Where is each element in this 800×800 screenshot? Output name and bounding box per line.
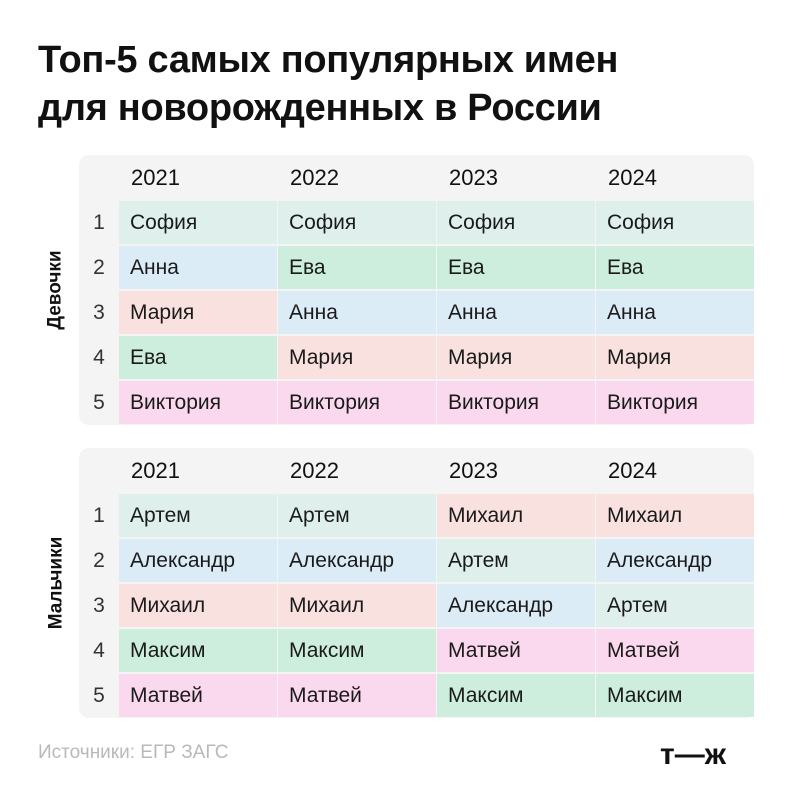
page-title: Топ-5 самых популярных имен для новорожд… xyxy=(38,36,778,132)
boys-name-cell: Матвей xyxy=(596,629,754,672)
boys-name-cell: Александр xyxy=(596,539,754,582)
boys-label-text: Мальчики xyxy=(45,536,67,630)
girls-name-cell: Мария xyxy=(596,336,754,379)
boys-section-label: Мальчики xyxy=(36,448,76,718)
boys-name-cell: Матвей xyxy=(437,629,595,672)
boys-name-cell: Максим xyxy=(278,629,436,672)
boys-name-cell: Максим xyxy=(596,674,754,717)
boys-name-cell: Матвей xyxy=(278,674,436,717)
boys-name-cell: Александр xyxy=(278,539,436,582)
girls-name-cell: Анна xyxy=(278,291,436,334)
girls-section-label: Девочки xyxy=(36,155,76,425)
girls-name-cell: Мария xyxy=(119,291,277,334)
boys-name-cell: Михаил xyxy=(278,584,436,627)
girls-name-cell: Ева xyxy=(278,246,436,289)
girls-name-cell: Ева xyxy=(119,336,277,379)
boys-name-cell: Максим xyxy=(437,674,595,717)
boys-year-header-1: 2022 xyxy=(290,458,339,483)
girls-name-cell: Мария xyxy=(437,336,595,379)
girls-table: 2021 2022 2023 2024 1 2 3 4 5 София София София Софи… xyxy=(79,155,754,425)
girls-rank-0: 1 xyxy=(93,211,105,234)
boys-year-header-3: 2024 xyxy=(608,458,657,483)
boys-rank-4: 5 xyxy=(93,684,105,707)
girls-rank-3: 4 xyxy=(93,346,105,369)
girls-name-cell: София xyxy=(596,201,754,244)
brand-logo: т—ж xyxy=(660,738,726,771)
girls-year-header-1: 2022 xyxy=(290,165,339,190)
boys-rank-3: 4 xyxy=(93,639,105,662)
source-note: Источники: ЕГР ЗАГС xyxy=(38,742,229,763)
boys-name-cell: Михаил xyxy=(119,584,277,627)
girls-name-cell: Виктория xyxy=(119,381,277,424)
title-line-2: для новорожденных в России xyxy=(38,87,602,129)
boys-name-cell: Максим xyxy=(119,629,277,672)
boys-name-cell: Александр xyxy=(437,584,595,627)
girls-table-grid: 2021 2022 2023 2024 1 2 3 4 5 София София София Софи… xyxy=(79,155,754,425)
girls-year-header-2: 2023 xyxy=(449,165,498,190)
girls-rank-2: 3 xyxy=(93,301,105,324)
girls-name-cell: Анна xyxy=(437,291,595,334)
title-line-1: Топ-5 самых популярных имен xyxy=(38,39,619,81)
girls-name-cell: Анна xyxy=(119,246,277,289)
girls-rank-4: 5 xyxy=(93,391,105,414)
boys-name-cell: Михаил xyxy=(596,494,754,537)
boys-rank-1: 2 xyxy=(93,549,105,572)
boys-name-cell: Матвей xyxy=(119,674,277,717)
girls-name-cell: София xyxy=(278,201,436,244)
boys-rank-2: 3 xyxy=(93,594,105,617)
girls-name-cell: София xyxy=(119,201,277,244)
boys-name-cell: Артем xyxy=(596,584,754,627)
boys-name-cell: Артем xyxy=(119,494,277,537)
girls-year-header-0: 2021 xyxy=(131,165,180,190)
boys-table-grid: 2021 2022 2023 2024 1 2 3 4 5 Артем Артем Михаил Мих… xyxy=(79,448,754,718)
boys-name-cell: Артем xyxy=(437,539,595,582)
girls-name-cell: Виктория xyxy=(596,381,754,424)
girls-label-text: Девочки xyxy=(45,250,66,330)
boys-year-header-0: 2021 xyxy=(131,458,180,483)
girls-rank-1: 2 xyxy=(93,256,105,279)
boys-name-cell: Михаил xyxy=(437,494,595,537)
girls-name-cell: Мария xyxy=(278,336,436,379)
girls-name-cell: Ева xyxy=(596,246,754,289)
boys-year-header-2: 2023 xyxy=(449,458,498,483)
girls-name-cell: Ева xyxy=(437,246,595,289)
girls-name-cell: Виктория xyxy=(278,381,436,424)
girls-name-cell: Виктория xyxy=(437,381,595,424)
boys-table: 2021 2022 2023 2024 1 2 3 4 5 Артем Артем Михаил Мих… xyxy=(79,448,754,718)
girls-name-cell: Анна xyxy=(596,291,754,334)
boys-rank-0: 1 xyxy=(93,504,105,527)
boys-name-cell: Артем xyxy=(278,494,436,537)
boys-name-cell: Александр xyxy=(119,539,277,582)
girls-year-header-3: 2024 xyxy=(608,165,657,190)
girls-name-cell: София xyxy=(437,201,595,244)
